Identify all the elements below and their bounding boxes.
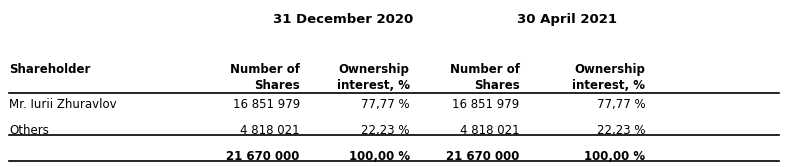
Text: Shareholder: Shareholder bbox=[9, 63, 91, 76]
Text: 4 818 021: 4 818 021 bbox=[460, 124, 519, 137]
Text: Others: Others bbox=[9, 124, 49, 137]
Text: 22,23 %: 22,23 % bbox=[597, 124, 645, 137]
Text: 30 April 2021: 30 April 2021 bbox=[517, 13, 617, 26]
Text: Mr. Iurii Zhuravlov: Mr. Iurii Zhuravlov bbox=[9, 98, 117, 111]
Text: 100,00 %: 100,00 % bbox=[584, 150, 645, 163]
Text: 77,77 %: 77,77 % bbox=[597, 98, 645, 111]
Text: 16 851 979: 16 851 979 bbox=[232, 98, 299, 111]
Text: 22,23 %: 22,23 % bbox=[361, 124, 410, 137]
Text: Ownership
interest, %: Ownership interest, % bbox=[336, 63, 410, 92]
Text: 4 818 021: 4 818 021 bbox=[240, 124, 299, 137]
Text: 21 670 000: 21 670 000 bbox=[446, 150, 519, 163]
Text: Number of
Shares: Number of Shares bbox=[450, 63, 519, 92]
Text: 16 851 979: 16 851 979 bbox=[452, 98, 519, 111]
Text: 77,77 %: 77,77 % bbox=[361, 98, 410, 111]
Text: Ownership
interest, %: Ownership interest, % bbox=[572, 63, 645, 92]
Text: 100,00 %: 100,00 % bbox=[348, 150, 410, 163]
Text: 31 December 2020: 31 December 2020 bbox=[273, 13, 413, 26]
Text: 21 670 000: 21 670 000 bbox=[226, 150, 299, 163]
Text: Number of
Shares: Number of Shares bbox=[230, 63, 299, 92]
